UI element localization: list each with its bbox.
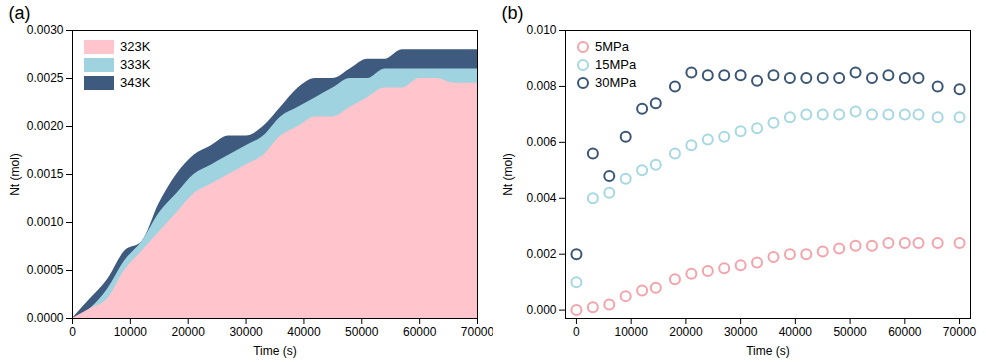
svg-text:30000: 30000 [724, 325, 758, 339]
html-text:30MPa: 30MPa [595, 75, 637, 90]
html-text:5MPa: 5MPa [595, 39, 629, 54]
svg-text:50000: 50000 [833, 325, 867, 339]
svg-text:0.0010: 0.0010 [27, 215, 64, 229]
svg-text:Time (s): Time (s) [746, 344, 790, 358]
svg-text:0.0025: 0.0025 [27, 71, 64, 85]
svg-text:10000: 10000 [614, 325, 648, 339]
svg-text:0.0005: 0.0005 [27, 263, 64, 277]
svg-text:40000: 40000 [779, 325, 813, 339]
svg-text:Time (s): Time (s) [253, 344, 297, 358]
svg-text:0.0020: 0.0020 [27, 119, 64, 133]
svg-text:30000: 30000 [229, 325, 263, 339]
svg-text:0.000: 0.000 [526, 303, 556, 317]
svg-text:0.008: 0.008 [526, 79, 556, 93]
svg-text:20000: 20000 [669, 325, 703, 339]
svg-text:0: 0 [69, 325, 76, 339]
svg-text:0: 0 [573, 325, 580, 339]
svg-text:0.0015: 0.0015 [27, 167, 64, 181]
html-text:333K: 333K [120, 57, 151, 72]
svg-text:0.0000: 0.0000 [27, 311, 64, 325]
svg-text:(b): (b) [502, 3, 524, 23]
svg-text:60000: 60000 [888, 325, 922, 339]
svg-text:0.002: 0.002 [526, 247, 556, 261]
html-text:343K: 343K [120, 75, 151, 90]
svg-text:0.010: 0.010 [526, 23, 556, 37]
svg-text:40000: 40000 [287, 325, 321, 339]
svg-text:60000: 60000 [403, 325, 437, 339]
svg-text:70000: 70000 [461, 325, 493, 339]
html-text:323K: 323K [120, 39, 151, 54]
svg-text:0.006: 0.006 [526, 135, 556, 149]
svg-text:0.0030: 0.0030 [27, 23, 64, 37]
svg-text:10000: 10000 [114, 325, 148, 339]
svg-text:20000: 20000 [172, 325, 206, 339]
html-text:15MPa: 15MPa [595, 57, 637, 72]
svg-text:Nt (mol): Nt (mol) [501, 153, 515, 196]
svg-text:0.004: 0.004 [526, 191, 556, 205]
svg-text:50000: 50000 [345, 325, 379, 339]
svg-text:(a): (a) [9, 3, 31, 23]
svg-text:Nt (mol): Nt (mol) [8, 153, 22, 196]
svg-text:70000: 70000 [943, 325, 977, 339]
